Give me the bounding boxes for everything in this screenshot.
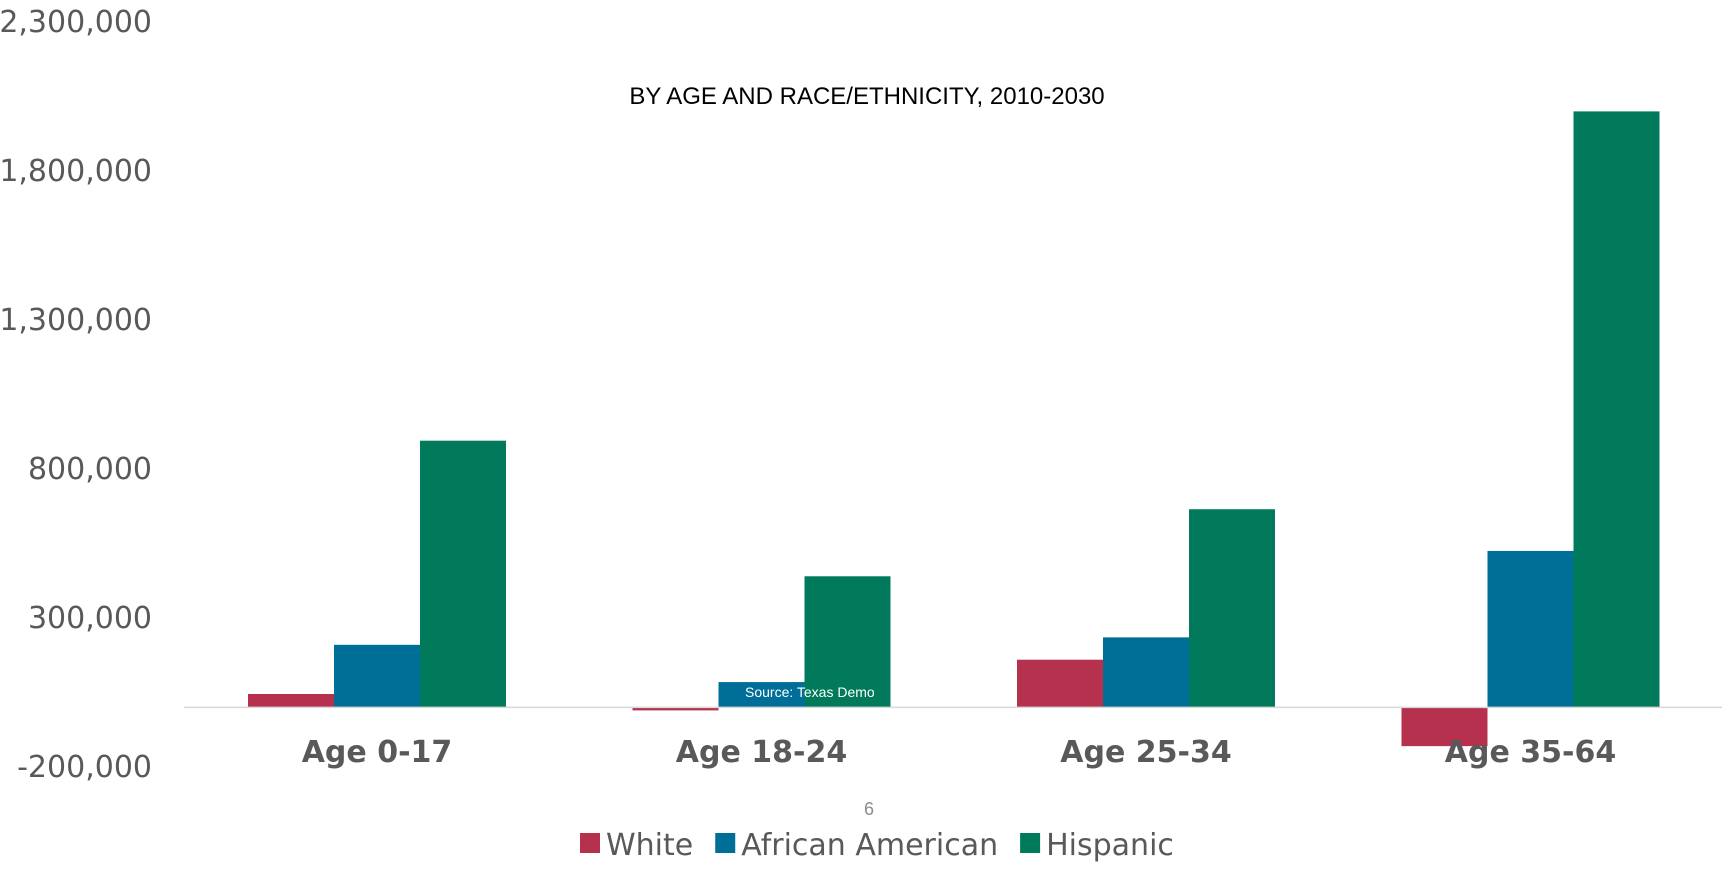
bar <box>632 707 719 711</box>
bar <box>248 693 334 708</box>
y-tick-label: -200,000 <box>17 750 152 785</box>
x-tick-label: Age 25-34 <box>1060 735 1231 770</box>
bar <box>804 576 891 708</box>
legend-swatch <box>715 833 736 853</box>
x-tick-label: Age 0-17 <box>302 735 453 770</box>
bar <box>1401 707 1488 747</box>
source-note: Source: Texas Demo <box>745 684 875 700</box>
bar <box>334 644 420 708</box>
x-tick-label: Age 35-64 <box>1445 735 1616 770</box>
bar <box>1487 550 1574 708</box>
legend-label: African American <box>741 828 998 863</box>
page-number: 6 <box>864 799 874 819</box>
y-tick-label: 800,000 <box>28 452 152 487</box>
bar <box>1573 111 1660 708</box>
x-axis: Age 0-17 Age 18-24 Age 25-34 Age 35-64 <box>302 735 1617 770</box>
legend-swatch <box>1020 833 1041 853</box>
bar <box>1189 509 1275 708</box>
y-tick-label: 2,300,000 <box>0 5 152 40</box>
legend: White African American Hispanic <box>580 828 1174 863</box>
x-tick-label: Age 18-24 <box>676 735 847 770</box>
bar <box>420 440 506 708</box>
y-tick-label: 300,000 <box>28 601 152 636</box>
legend-swatch <box>580 833 600 853</box>
chart-title: BY AGE AND RACE/ETHNICITY, 2010-2030 <box>629 83 1104 110</box>
legend-label: Hispanic <box>1046 828 1174 863</box>
bar <box>1103 637 1189 708</box>
legend-label: White <box>606 828 693 863</box>
y-axis: 2,300,000 1,800,000 1,300,000 800,000 300,00… <box>0 5 152 785</box>
y-tick-label: 1,300,000 <box>0 303 152 338</box>
bar <box>1017 659 1103 708</box>
y-tick-label: 1,800,000 <box>0 154 152 189</box>
bars <box>248 111 1660 747</box>
bar <box>718 682 805 708</box>
